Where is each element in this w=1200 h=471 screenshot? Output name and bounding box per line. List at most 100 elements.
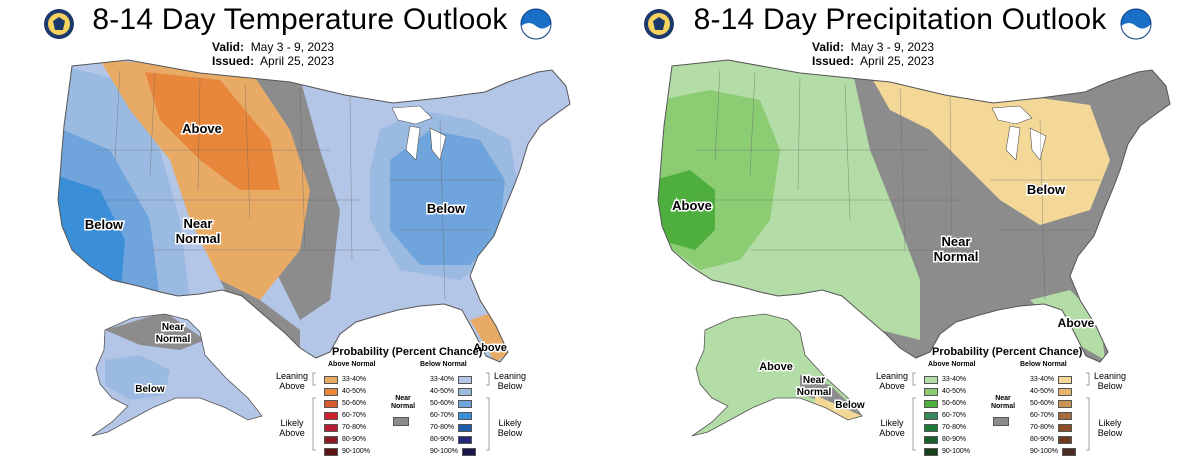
legend-swatch (924, 387, 938, 396)
temperature-title: 8-14 Day Temperature Outlook (92, 3, 508, 36)
legend-item: 60-70% (1030, 411, 1073, 420)
legend-item-label: 50-60% (430, 400, 455, 407)
legend-swatch (458, 387, 473, 396)
legend-item-label: 50-60% (942, 400, 967, 407)
legend-swatch (458, 375, 473, 384)
precipitation-legend: Probability (Percent Chance) Above Norma… (872, 340, 1132, 470)
legend-item: 70-80% (430, 423, 473, 432)
legend-item-label: 50-60% (1030, 400, 1055, 407)
legend-brackets (912, 372, 1090, 451)
label-alaska-near-line1: Near (803, 375, 825, 386)
legend-right-header: Below Normal (420, 361, 467, 368)
legend-item-label: 33-40% (342, 376, 367, 383)
label-florida-above: Above (1058, 316, 1095, 330)
legend-leaning-above: Leaning Above (875, 371, 909, 391)
legend-item: 80-90% (430, 435, 473, 444)
legend-near-normal-swatch (993, 417, 1009, 426)
temperature-legend: Probability (Percent Chance) Above Norma… (272, 340, 532, 470)
legend-item: 40-50% (1030, 387, 1073, 396)
label-above: Above (182, 121, 222, 136)
legend-swatch (458, 411, 473, 420)
legend-item: 80-90% (924, 435, 966, 444)
noaa-logo-icon (1120, 8, 1152, 40)
legend-leaning-above: Leaning Above (275, 371, 309, 391)
label-alaska-near-line1: Near (162, 322, 184, 333)
legend-item: 33-40% (324, 375, 366, 384)
state-boundaries (95, 69, 500, 301)
legend-item-label: 60-70% (942, 412, 967, 419)
legend-item: 70-80% (324, 423, 366, 432)
noaa-logo-icon (520, 8, 552, 40)
legend-swatch (458, 423, 473, 432)
legend-right-header: Below Normal (1020, 361, 1067, 368)
legend-brackets (312, 372, 490, 451)
legend-title: Probability (Percent Chance) (332, 346, 483, 358)
legend-item-label: 90-100% (942, 448, 971, 455)
legend-swatch (324, 447, 338, 456)
great-lakes (991, 105, 1047, 161)
legend-item-label: 90-100% (342, 448, 371, 455)
label-alaska-near-line2: Normal (156, 334, 191, 345)
legend-item-label: 33-40% (942, 376, 967, 383)
label-near-line2: Normal (176, 231, 221, 246)
legend-swatch (462, 447, 477, 456)
legend-swatch (1062, 447, 1077, 456)
legend-item: 40-50% (924, 387, 966, 396)
legend-swatch (924, 423, 938, 432)
legend-swatch (924, 447, 938, 456)
legend-item: 60-70% (430, 411, 473, 420)
label-alaska-below: Below (135, 384, 165, 395)
temperature-conus-fill (58, 60, 570, 362)
alaska-outline (91, 313, 263, 437)
legend-likely-above: Likely Above (879, 418, 905, 438)
issued-label: Issued: (212, 54, 255, 68)
legend-item: 60-70% (324, 411, 366, 420)
issued-label: Issued: (812, 54, 855, 68)
legend-swatch (1058, 423, 1073, 432)
legend-item: 90-100% (924, 447, 970, 456)
legend-swatch (324, 375, 338, 384)
precipitation-outlook-panel: Above Near Normal Below Above Above Near… (600, 0, 1200, 471)
legend-swatch (1058, 399, 1073, 408)
precipitation-title: 8-14 Day Precipitation Outlook (693, 3, 1107, 36)
legend-item-label: 70-80% (942, 424, 967, 431)
precipitation-outlook-map: Above Near Normal Below Above Above Near… (657, 59, 1171, 437)
legend-swatch (1058, 375, 1073, 384)
legend-item-label: 70-80% (342, 424, 367, 431)
precipitation-alaska-fill (692, 314, 862, 436)
precipitation-dates: Valid: May 3 - 9, 2023 Issued: April 25,… (812, 40, 934, 68)
legend-item-label: 40-50% (942, 388, 967, 395)
legend-swatch (924, 375, 938, 384)
valid-value: May 3 - 9, 2023 (250, 40, 335, 54)
legend-item-label: 60-70% (430, 412, 455, 419)
label-alaska-near-line2: Normal (797, 387, 832, 398)
label-below-north: Below (1027, 182, 1066, 197)
legend-item-label: 90-100% (1030, 448, 1059, 455)
label-alaska-below: Below (835, 400, 865, 411)
legend-likely-below: Likely Below (1097, 418, 1123, 438)
legend-item-label: 50-60% (342, 400, 367, 407)
valid-label: Valid: (212, 40, 245, 54)
legend-item: 60-70% (924, 411, 966, 420)
legend-near-normal-label: Near Normal (990, 395, 1016, 410)
legend-item-label: 60-70% (342, 412, 367, 419)
label-above-west: Above (672, 198, 712, 213)
legend-swatch (924, 411, 938, 420)
legend-item-label: 80-90% (342, 436, 367, 443)
legend-left-header: Above Normal (928, 361, 976, 368)
legend-item: 33-40% (430, 375, 473, 384)
conus-outline (657, 59, 1171, 363)
legend-item-label: 80-90% (430, 436, 455, 443)
label-near-line2: Normal (934, 249, 979, 264)
label-near-line1: Near (184, 216, 213, 231)
temperature-dates: Valid: May 3 - 9, 2023 Issued: April 25,… (212, 40, 334, 68)
legend-swatch (1058, 411, 1073, 420)
legend-likely-above: Likely Above (279, 418, 305, 438)
legend-swatch (924, 435, 938, 444)
legend-item: 33-40% (924, 375, 966, 384)
legend-swatch (458, 399, 473, 408)
legend-item-label: 70-80% (1030, 424, 1055, 431)
legend-item-label: 33-40% (430, 376, 455, 383)
legend-left-header: Above Normal (328, 361, 376, 368)
legend-item: 50-60% (924, 399, 966, 408)
